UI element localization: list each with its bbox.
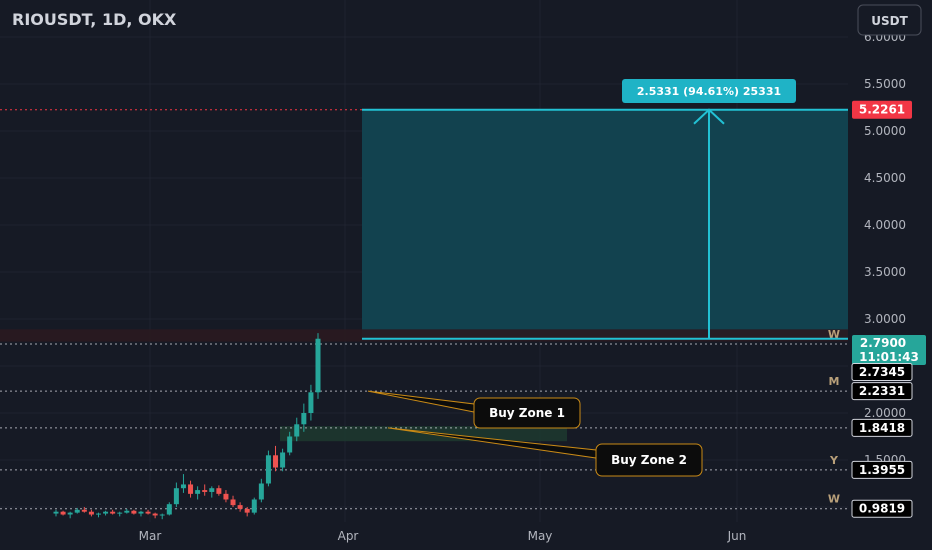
buy-zone-rectangle [280, 426, 567, 442]
currency-button-label[interactable]: USDT [871, 14, 908, 28]
candles [53, 333, 321, 520]
level-w1-price: 2.7345 [851, 363, 913, 381]
candle [152, 512, 158, 519]
target-profit-zone [362, 109, 848, 339]
candle [188, 480, 194, 498]
candle [138, 510, 144, 517]
candle [223, 490, 229, 503]
candle [315, 333, 321, 399]
candle [216, 485, 222, 496]
y-tick-label: 5.5000 [864, 77, 906, 91]
candle [287, 431, 293, 456]
y-tick-label: 3.0000 [864, 312, 906, 326]
y-tick-label: 4.0000 [864, 218, 906, 232]
svg-text:1.3955: 1.3955 [859, 463, 905, 477]
y-tick-label: 5.0000 [864, 124, 906, 138]
candle [202, 484, 208, 496]
candle [280, 448, 286, 472]
y-tick-label: 2.0000 [864, 406, 906, 420]
candle [110, 509, 116, 515]
buy-zone-annotations[interactable]: Buy Zone 1 Buy Zone 2 [367, 390, 703, 477]
level-y-price: 1.3955 [851, 460, 913, 479]
candle [74, 507, 80, 514]
buy-zone-label: Buy Zone 1 [489, 406, 565, 420]
candle [124, 508, 130, 514]
candle [60, 510, 66, 516]
measure-label-box [622, 79, 796, 103]
level-letter-0: W [828, 328, 840, 341]
candle [67, 511, 73, 519]
x-tick-label: Mar [139, 529, 162, 543]
candle [308, 384, 314, 421]
svg-text:0.9819: 0.9819 [859, 502, 905, 516]
candle [166, 502, 172, 516]
candle [159, 513, 165, 520]
candle [95, 512, 101, 518]
y-tick-label: 3.5000 [864, 265, 906, 279]
candle [131, 509, 137, 515]
y-tick-label: 4.5000 [864, 171, 906, 185]
svg-text:1.8418: 1.8418 [859, 421, 905, 435]
candle [251, 497, 257, 515]
candle [173, 482, 179, 507]
candle [81, 507, 87, 513]
candle [117, 511, 123, 517]
candle [88, 509, 94, 517]
measure-label: 2.5331 (94.61%) 25331 [637, 85, 781, 98]
svg-text:5.2261: 5.2261 [859, 103, 905, 117]
currency-button[interactable]: USDT [857, 4, 922, 36]
x-tick-label: May [528, 529, 553, 543]
buy-zone-label: Buy Zone 2 [611, 453, 687, 467]
time-axis-bg [0, 522, 848, 550]
chart-title: RIOUSDT, 1D, OKX [12, 10, 177, 29]
candle [103, 510, 109, 516]
red-line-price: 5.2261 [852, 100, 912, 119]
current-price: 2.7900 [860, 336, 906, 350]
level-letter-4: W [828, 493, 840, 506]
candle [195, 486, 201, 500]
measure-arrow-head [693, 108, 725, 125]
support-levels: W M Y W [0, 328, 848, 510]
candle [273, 445, 279, 472]
countdown: 11:01:43 [859, 350, 919, 364]
measure-tool[interactable]: 2.5331 (94.61%) 25331 [362, 79, 848, 340]
candle [301, 403, 307, 432]
price-axis[interactable]: 6.00005.50005.00004.50004.00003.50003.00… [848, 0, 932, 550]
buy-zone-callout-2[interactable]: Buy Zone 2 [387, 427, 703, 477]
candle [180, 474, 186, 493]
time-axis[interactable]: Mar Apr May Jun [0, 522, 848, 550]
level-2-price: 1.8418 [851, 418, 913, 437]
level-letter-1: M [829, 375, 840, 388]
candle [230, 495, 236, 507]
candle [237, 502, 243, 512]
x-tick-label: Jun [727, 529, 747, 543]
candle [145, 509, 151, 515]
candle [294, 417, 300, 442]
buy-zone-callout-1[interactable]: Buy Zone 1 [367, 390, 581, 429]
candle [244, 507, 250, 517]
level-m-price: 2.2331 [851, 382, 913, 401]
candle [265, 450, 271, 487]
svg-text:2.7345: 2.7345 [859, 365, 905, 379]
candle [53, 509, 59, 517]
svg-text:2.2331: 2.2331 [859, 384, 905, 398]
price-axis-bg [848, 0, 932, 550]
candle [209, 486, 215, 498]
level-w2-price: 0.9819 [851, 499, 913, 518]
x-tick-label: Apr [338, 529, 359, 543]
level-letter-3: Y [829, 454, 839, 467]
candle [258, 478, 264, 503]
